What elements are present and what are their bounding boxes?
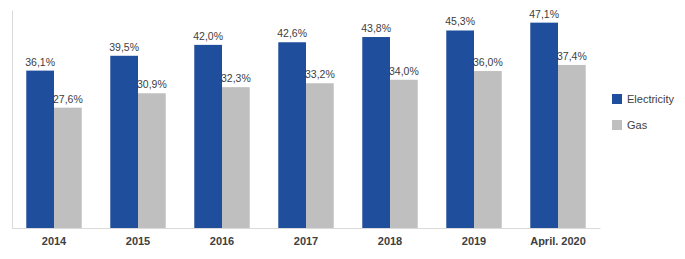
data-label: 30,9% (137, 78, 167, 90)
bar (278, 42, 306, 228)
tick: 2018 (378, 228, 402, 247)
bar (362, 37, 390, 228)
bar (138, 93, 166, 228)
data-label: 36,1% (25, 56, 55, 68)
data-label: 39,5% (109, 41, 139, 53)
bar (306, 83, 334, 228)
bar (390, 80, 418, 228)
data-label: 42,0% (193, 30, 223, 42)
tick: 2015 (126, 228, 150, 247)
bar (110, 56, 138, 228)
legend-label: Gas (627, 119, 648, 131)
plot: 2014 2015 2016 2017 2018 2019 April. 2020 36,1%… (13, 8, 601, 247)
tick-label: 2018 (378, 235, 402, 247)
tick-label: 2016 (210, 235, 234, 247)
tick: 2019 (462, 228, 486, 247)
series (26, 23, 558, 228)
series (54, 65, 586, 228)
bar (26, 71, 54, 228)
axis-line (13, 228, 601, 229)
tick: 2017 (294, 228, 318, 247)
data-label: 36,0% (473, 56, 503, 68)
legend: Electricity Gas (612, 93, 675, 131)
data-label: 37,4% (557, 50, 587, 62)
chart: 2014 2015 2016 2017 2018 2019 April. 2020 36,1%… (0, 0, 685, 259)
tick-label: April. 2020 (530, 235, 586, 247)
tick-label: 2014 (42, 235, 67, 247)
data-label: 45,3% (445, 15, 475, 27)
axis-line (12, 11, 13, 229)
tick: 2014 (42, 228, 67, 247)
data-labels: 36,1% 39,5% 42,0% 42,6% 43,8% 45,3% 47,1% 27,6%… (25, 8, 587, 105)
bar (530, 23, 558, 228)
bar (222, 87, 250, 228)
tick-label: 2019 (462, 235, 486, 247)
legend-swatch (612, 94, 622, 104)
legend-item: Electricity (612, 93, 675, 105)
legend-item: Gas (612, 119, 648, 131)
tick-label: 2015 (126, 235, 150, 247)
legend-swatch (612, 120, 622, 130)
x-axis: 2014 2015 2016 2017 2018 2019 April. 2020 (13, 228, 601, 247)
tick: April. 2020 (530, 228, 586, 247)
data-label: 42,6% (277, 27, 307, 39)
data-label: 27,6% (53, 93, 83, 105)
legend-label: Electricity (627, 93, 675, 105)
bar (558, 65, 586, 228)
data-label: 34,0% (389, 65, 419, 77)
bar (446, 30, 474, 228)
data-label: 33,2% (305, 68, 335, 80)
data-label: 43,8% (361, 22, 391, 34)
data-label: 47,1% (529, 8, 559, 20)
tick: 2016 (210, 228, 234, 247)
bar (474, 71, 502, 228)
bars (26, 23, 585, 228)
bar (54, 108, 82, 228)
tick-label: 2017 (294, 235, 318, 247)
y-axis (12, 11, 13, 229)
data-label: 32,3% (221, 72, 251, 84)
bar (194, 45, 222, 228)
